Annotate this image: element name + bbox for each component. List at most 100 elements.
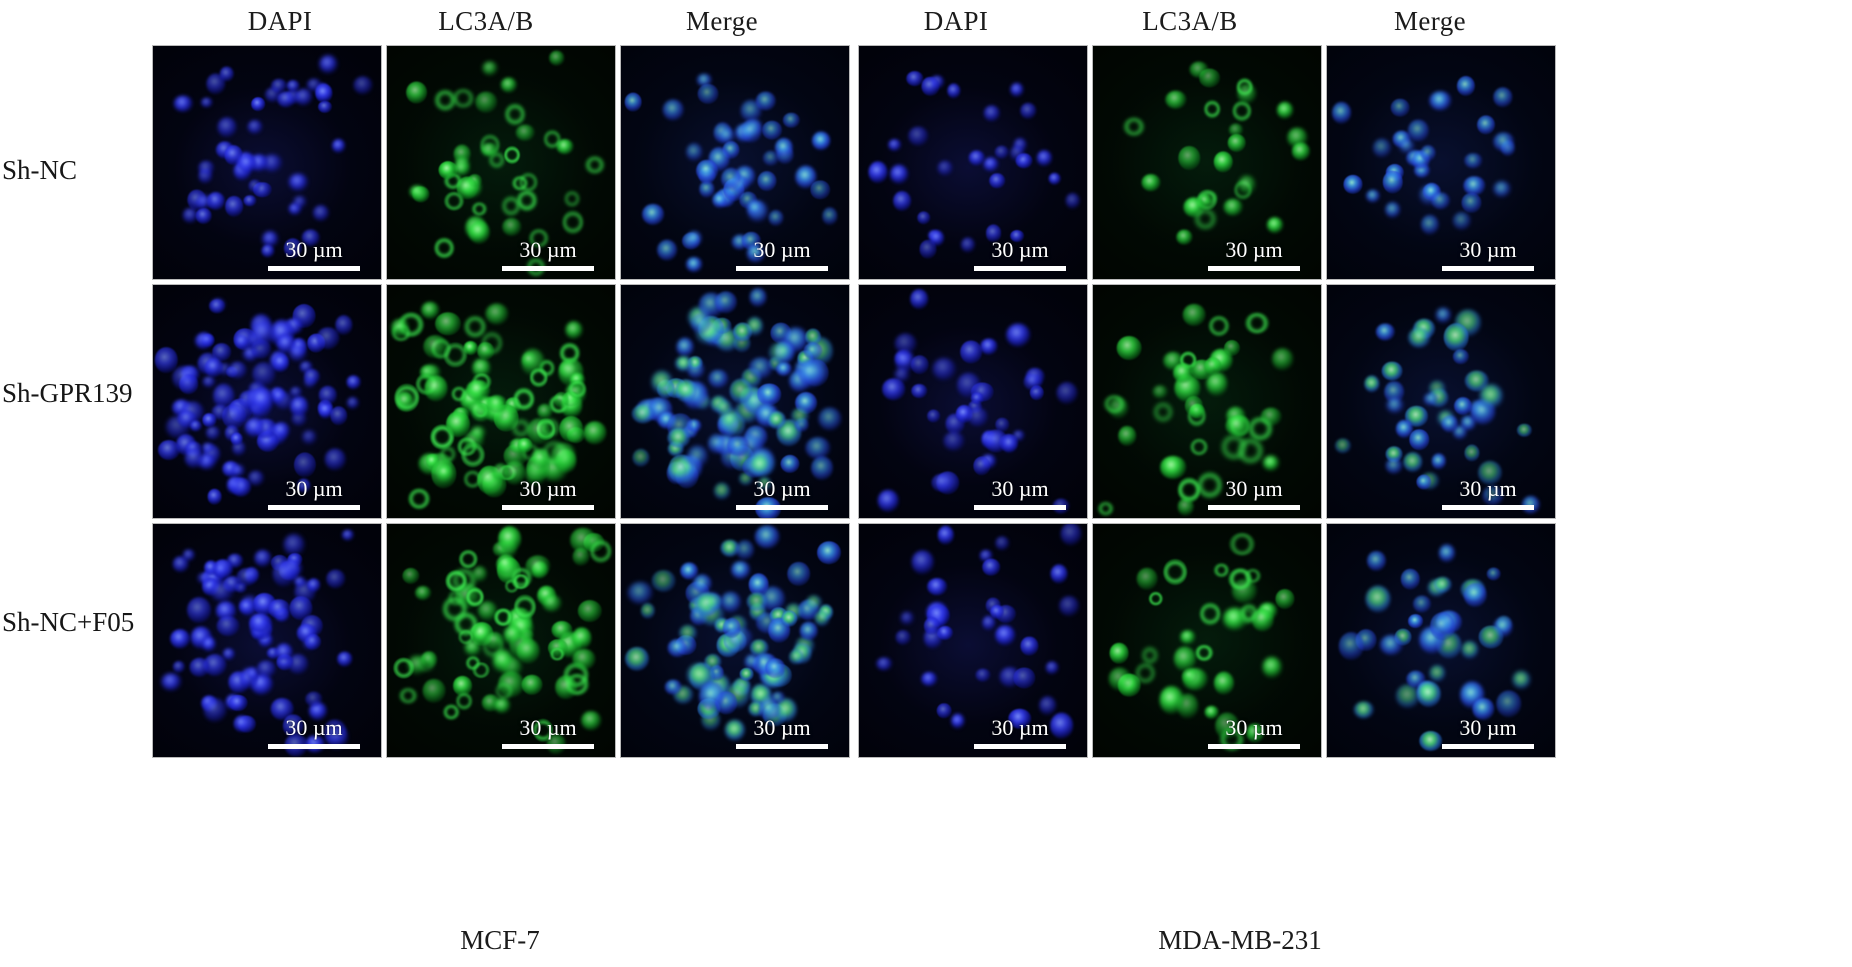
cell-blob bbox=[482, 61, 498, 76]
cell-blob bbox=[632, 404, 655, 424]
cell-blob bbox=[774, 137, 793, 159]
cell-blob bbox=[1452, 212, 1472, 231]
cell-blob bbox=[876, 656, 893, 671]
cell-blob bbox=[747, 200, 763, 217]
scale-bar: 30 µm bbox=[1195, 477, 1313, 510]
cell-blob bbox=[392, 657, 415, 679]
cell-blob bbox=[443, 704, 459, 720]
cell-blob bbox=[569, 527, 596, 553]
cell-blob bbox=[893, 190, 911, 211]
cell-blob bbox=[202, 636, 216, 652]
cell-blob bbox=[1190, 359, 1214, 381]
column-header-dapi-mcf7: DAPI bbox=[247, 6, 313, 36]
cell-blob bbox=[921, 77, 939, 96]
panel-mdamb231-sh-gpr139-dapi: 30 µm bbox=[858, 284, 1088, 519]
cell-blob bbox=[231, 464, 245, 478]
cell-blob bbox=[783, 113, 800, 128]
cell-blob bbox=[258, 632, 273, 648]
cell-blob bbox=[927, 604, 950, 627]
cell-blob bbox=[1226, 407, 1246, 426]
cell-blob bbox=[749, 288, 767, 307]
cell-blob bbox=[415, 372, 437, 395]
cell-blob bbox=[1376, 323, 1395, 341]
cell-blob bbox=[984, 430, 1007, 452]
cell-blob bbox=[206, 73, 226, 95]
scale-bar: 30 µm bbox=[1429, 238, 1547, 271]
cell-blob bbox=[558, 358, 584, 387]
cell-blob bbox=[456, 692, 472, 711]
cell-blob bbox=[494, 698, 510, 713]
cell-blob bbox=[746, 591, 768, 612]
cell-blob bbox=[900, 611, 914, 625]
cell-blob bbox=[1117, 674, 1141, 697]
scale-bar: 30 µm bbox=[1429, 716, 1547, 749]
cell-blob bbox=[1419, 626, 1446, 654]
cell-blob bbox=[236, 152, 256, 170]
scale-bar-label: 30 µm bbox=[285, 476, 343, 501]
cell-blob bbox=[714, 434, 738, 456]
cell-blob bbox=[748, 357, 774, 379]
cell-blob bbox=[268, 598, 291, 619]
cell-blob bbox=[213, 559, 233, 579]
micrograph-field bbox=[859, 285, 1087, 518]
scale-bar: 30 µm bbox=[255, 716, 373, 749]
cell-blob bbox=[680, 562, 698, 580]
cell-blob bbox=[687, 230, 702, 248]
cell-blob bbox=[498, 539, 517, 559]
cell-blob bbox=[203, 444, 221, 464]
cell-blob bbox=[273, 560, 296, 587]
cell-blob bbox=[182, 549, 195, 562]
cell-blob bbox=[1233, 179, 1252, 200]
cell-blob bbox=[1163, 351, 1184, 370]
cell-blob bbox=[1429, 612, 1456, 641]
cell-blob bbox=[686, 360, 705, 380]
cell-blob bbox=[409, 185, 425, 199]
cell-blob bbox=[714, 291, 737, 314]
scale-bar-rule bbox=[502, 744, 594, 749]
cell-blob bbox=[202, 413, 217, 428]
cell-blob bbox=[674, 379, 697, 403]
cell-blob bbox=[792, 643, 812, 664]
cell-blob bbox=[759, 662, 785, 686]
panel-mdamb231-sh-nc-f05-dapi: 30 µm bbox=[858, 523, 1088, 758]
cell-blob bbox=[1182, 668, 1199, 684]
cell-blob bbox=[1456, 76, 1475, 97]
cell-blob bbox=[511, 573, 531, 590]
cell-blob bbox=[1222, 607, 1247, 631]
cell-blob bbox=[270, 319, 294, 347]
cell-blob bbox=[666, 461, 688, 485]
cell-blob bbox=[229, 398, 253, 422]
cell-blob bbox=[980, 338, 998, 355]
cell-blob bbox=[729, 175, 750, 193]
cell-blob bbox=[995, 417, 1009, 432]
panel-mcf7-sh-gpr139-dapi: 30 µm bbox=[152, 284, 382, 519]
cell-blob bbox=[1464, 152, 1483, 169]
panel-mdamb231-sh-nc-f05-merge: 30 µm bbox=[1326, 523, 1556, 758]
cell-blob bbox=[529, 367, 549, 387]
cell-blob bbox=[1023, 373, 1043, 391]
cell-blob bbox=[1232, 100, 1252, 122]
cell-blob bbox=[246, 388, 269, 411]
cell-blob bbox=[1183, 197, 1205, 218]
cell-blob bbox=[910, 354, 930, 375]
column-header-lc3ab-mcf7: LC3A/B bbox=[438, 6, 534, 36]
cell-blob bbox=[894, 332, 918, 355]
cell-blob bbox=[467, 173, 482, 188]
cell-blob bbox=[817, 407, 842, 431]
column-header-merge-mdamb231: Merge bbox=[1394, 6, 1466, 36]
cell-blob bbox=[302, 635, 317, 651]
cell-blob bbox=[776, 145, 794, 164]
cell-blob bbox=[222, 460, 240, 477]
cell-blob bbox=[197, 352, 219, 376]
cell-blob bbox=[1225, 415, 1251, 437]
scale-bar-rule bbox=[1442, 505, 1534, 510]
cell-blob bbox=[1492, 87, 1513, 107]
cell-blob bbox=[318, 402, 333, 419]
cell-blob bbox=[1404, 405, 1429, 427]
cell-blob bbox=[250, 673, 274, 695]
cell-blob bbox=[272, 388, 287, 405]
cell-blob bbox=[795, 636, 815, 656]
cell-blob bbox=[430, 337, 451, 360]
cell-blob bbox=[466, 656, 481, 671]
